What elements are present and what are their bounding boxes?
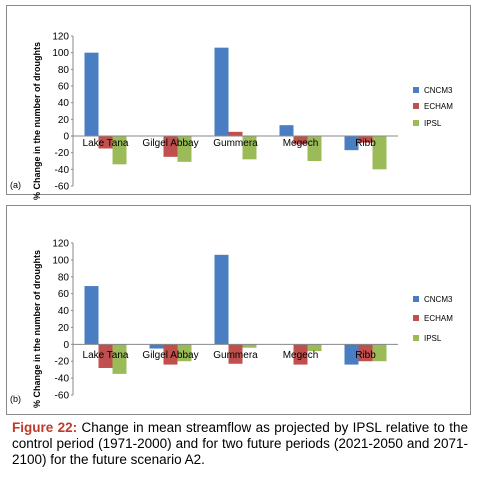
panel-label: (a) — [10, 180, 21, 190]
chart-panel-a — [6, 5, 471, 195]
bar-echam — [98, 344, 113, 368]
bar-ipsl — [242, 344, 257, 348]
bar-echam — [228, 131, 243, 136]
y-tick-label: 60 — [58, 82, 70, 93]
category-label: Gilgel Abbay — [142, 138, 198, 149]
bar-ipsl — [112, 136, 127, 165]
legend-swatch-ipsl — [413, 335, 419, 341]
bar-echam — [293, 136, 308, 145]
legend-label: IPSL — [424, 119, 442, 128]
legend-swatch-cncm3 — [413, 87, 419, 93]
bar-cncm3 — [214, 254, 229, 345]
bar-ipsl — [242, 136, 257, 160]
y-tick-label: 20 — [58, 323, 70, 334]
y-tick-label: -20 — [55, 357, 70, 368]
caption-text: Change in mean streamflow as projected b… — [12, 420, 468, 467]
bar-echam — [163, 136, 178, 157]
y-tick-label: 100 — [52, 255, 69, 266]
bar-cncm3 — [84, 52, 99, 136]
bar-echam — [228, 344, 243, 364]
panel-label: (b) — [10, 394, 21, 404]
legend-label: CNCM3 — [424, 295, 453, 304]
bar-ipsl — [112, 344, 127, 374]
category-label: Ribb — [355, 138, 376, 149]
category-label: Gummera — [213, 138, 258, 149]
bar-ipsl — [307, 136, 322, 161]
category-label: Lake Tana — [83, 138, 129, 149]
y-tick-label: 20 — [58, 115, 70, 126]
legend-label: ECHAM — [424, 102, 453, 111]
y-tick-label: 0 — [63, 340, 69, 351]
legend-swatch-cncm3 — [413, 296, 419, 302]
bar-echam — [163, 344, 178, 365]
category-label: Lake Tana — [83, 350, 129, 361]
category-label: Gilgel Abbay — [142, 350, 198, 361]
legend-swatch-ipsl — [413, 120, 419, 126]
y-tick-label: 80 — [58, 65, 70, 76]
legend-swatch-echam — [413, 315, 419, 321]
figure-caption: Figure 22: Change in mean streamflow as … — [12, 420, 468, 468]
y-tick-label: 0 — [63, 132, 69, 143]
category-label: Megech — [283, 350, 319, 361]
y-tick-label: 100 — [52, 48, 69, 59]
category-label: Megech — [283, 138, 319, 149]
y-axis-title: % Change in the number of droughts — [32, 250, 42, 408]
y-tick-label: -40 — [55, 374, 70, 385]
bar-cncm3 — [149, 344, 164, 349]
y-tick-label: 120 — [52, 239, 69, 250]
y-tick-label: -60 — [55, 182, 70, 193]
y-tick-label: -60 — [55, 391, 70, 402]
bar-ipsl — [372, 344, 387, 362]
bar-cncm3 — [84, 286, 99, 345]
legend-label: IPSL — [424, 334, 442, 343]
bar-echam — [98, 136, 113, 149]
chart-panel-b — [6, 205, 471, 415]
bar-cncm3 — [279, 125, 294, 136]
bar-cncm3 — [214, 47, 229, 136]
caption-label: Figure 22: — [12, 420, 78, 435]
y-tick-label: 40 — [58, 306, 70, 317]
y-tick-label: 120 — [52, 32, 69, 43]
legend-label: ECHAM — [424, 314, 453, 323]
bar-echam — [293, 344, 308, 365]
bar-ipsl — [177, 136, 192, 162]
y-tick-label: 40 — [58, 98, 70, 109]
category-label: Gummera — [213, 350, 258, 361]
legend-label: CNCM3 — [424, 86, 453, 95]
bar-echam — [358, 344, 373, 362]
y-tick-label: -40 — [55, 165, 70, 176]
bar-ipsl — [372, 136, 387, 170]
bar-cncm3 — [344, 136, 359, 151]
category-label: Ribb — [355, 350, 376, 361]
legend-swatch-echam — [413, 103, 419, 109]
bar-ipsl — [177, 344, 192, 362]
y-tick-label: 60 — [58, 289, 70, 300]
bar-cncm3 — [344, 344, 359, 365]
bar-ipsl — [307, 344, 322, 352]
y-tick-label: -20 — [55, 148, 70, 159]
bar-echam — [358, 136, 373, 143]
y-tick-label: 80 — [58, 272, 70, 283]
y-axis-title: % Change in the number of droughts — [32, 42, 42, 200]
